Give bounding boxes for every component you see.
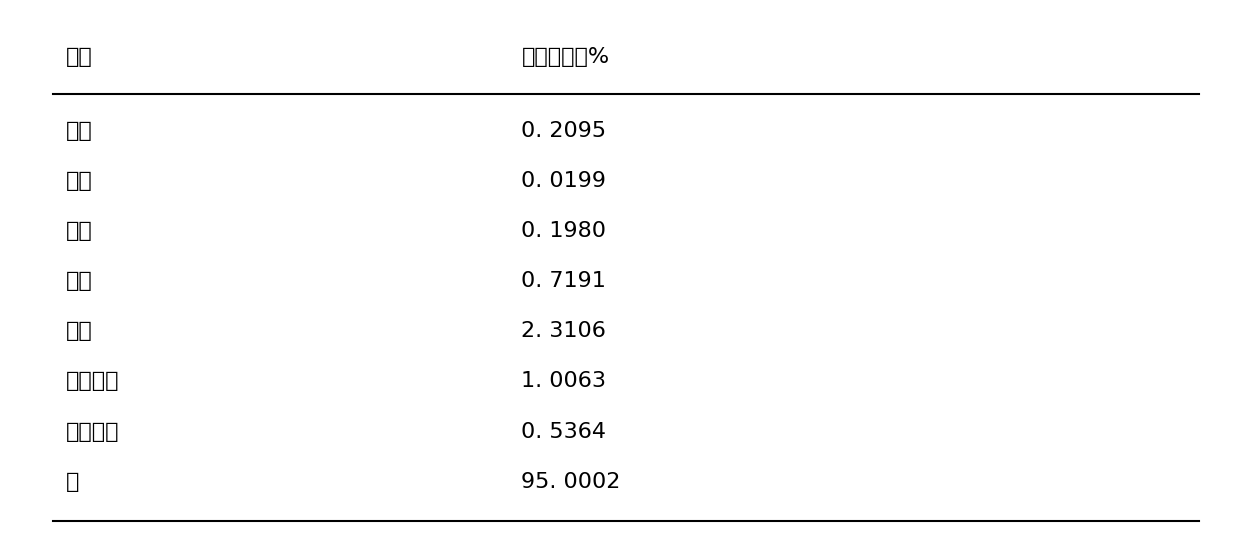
Text: 含量，重量%: 含量，重量%	[522, 47, 610, 67]
Text: 0. 2095: 0. 2095	[522, 121, 606, 141]
Text: 醛类: 醛类	[66, 121, 93, 141]
Text: 1. 0063: 1. 0063	[522, 371, 606, 391]
Text: 0. 1980: 0. 1980	[522, 221, 606, 241]
Text: 酮类: 酮类	[66, 221, 93, 241]
Text: 成分: 成分	[66, 47, 93, 67]
Text: 酯类: 酯类	[66, 171, 93, 191]
Text: 水: 水	[66, 472, 79, 492]
Text: 2. 3106: 2. 3106	[522, 321, 606, 341]
Text: 甲醇: 甲醇	[66, 271, 93, 291]
Text: 95. 0002: 95. 0002	[522, 472, 621, 492]
Text: 其他醇类: 其他醇类	[66, 371, 119, 391]
Text: 0. 0199: 0. 0199	[522, 171, 606, 191]
Text: 0. 7191: 0. 7191	[522, 271, 606, 291]
Text: 有机酸类: 有机酸类	[66, 422, 119, 442]
Text: 0. 5364: 0. 5364	[522, 422, 606, 442]
Text: 乙醇: 乙醇	[66, 321, 93, 341]
